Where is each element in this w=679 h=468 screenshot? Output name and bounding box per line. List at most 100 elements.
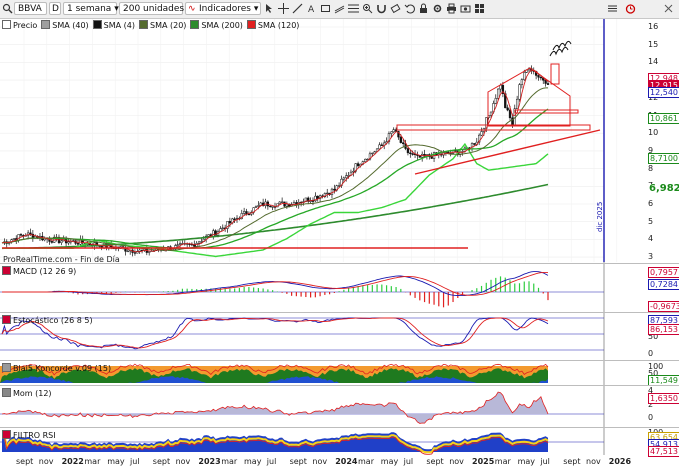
price-axis[interactable]: 16151413121110987654312,94812,91512,5401… (604, 19, 679, 262)
smoke (549, 40, 572, 57)
color-swatch (2, 20, 11, 29)
legend-item[interactable]: Precio (2, 20, 37, 31)
candle (406, 148, 410, 154)
panel-divider[interactable] (0, 385, 679, 386)
eraser-icon[interactable] (390, 3, 401, 14)
legend-item[interactable]: SMA (120) (246, 20, 300, 31)
time-axis[interactable]: sept nov 2022 mar may jul sept nov 2023 mar may jul… (0, 455, 631, 468)
mom-badge: 1,6350 (648, 393, 679, 404)
candle (176, 244, 179, 246)
settings-icon[interactable] (432, 3, 443, 14)
fibonacci-tool-icon[interactable] (348, 3, 359, 14)
channel-tool-icon[interactable] (334, 3, 345, 14)
candle (200, 241, 203, 243)
candle (378, 144, 381, 150)
legend-label: SMA (20) (149, 21, 187, 30)
konc-tick: 50 (648, 369, 659, 378)
legend-label: SMA (120) (257, 21, 300, 30)
search-icon[interactable] (2, 3, 13, 14)
koncorde-line (1, 363, 549, 376)
sma20-line (1, 87, 548, 252)
mom-tick: 4 (648, 386, 654, 395)
candle (546, 83, 550, 85)
symbol-selector[interactable]: BBVA (14, 2, 47, 15)
konc-legend: Blai5 Koncorde v.09 (15) (2, 363, 111, 373)
candle (326, 192, 329, 195)
time-tick: may (380, 457, 399, 466)
panel-divider[interactable] (0, 360, 679, 361)
signal-line (2, 271, 549, 296)
candle (496, 88, 500, 99)
chimney (550, 63, 560, 85)
time-tick: sept (563, 457, 581, 466)
text-tool-icon[interactable]: A (306, 3, 317, 14)
time-tick: 2026 (608, 457, 632, 466)
price-tick: 10 (648, 128, 659, 138)
legend-item[interactable]: SMA (40) (41, 20, 89, 31)
lock-icon[interactable] (418, 3, 429, 14)
color-swatch (2, 388, 11, 397)
candle (480, 131, 483, 136)
candle (311, 200, 315, 202)
candle (76, 243, 80, 245)
zoom-icon[interactable] (362, 3, 373, 14)
stoch-panel[interactable]: Estocástico (26 8 5) (0, 314, 604, 359)
candle (285, 203, 289, 207)
macd-panel[interactable]: MACD (12 26 9) (0, 265, 604, 311)
candle (473, 143, 476, 145)
konc-panel[interactable]: Blai5 Koncorde v.09 (15) (0, 362, 604, 384)
candle (520, 79, 524, 85)
candle (235, 217, 239, 220)
panel-divider[interactable] (0, 427, 679, 428)
candle (371, 152, 374, 155)
magnet-icon[interactable] (376, 3, 387, 14)
candle (347, 175, 350, 177)
legend-item[interactable]: SMA (200) (190, 20, 243, 31)
mom-legend-label: Mom (12) (13, 389, 52, 398)
price-badge: 10,861 (648, 113, 679, 124)
indicators-button[interactable]: ∿ Indicadores ▾ (185, 2, 261, 15)
price-tick: 4 (648, 234, 654, 244)
koncorde-green (0, 368, 548, 383)
color-swatch (246, 20, 256, 29)
time-tick: jul (130, 457, 140, 466)
time-tick: 2023 (198, 457, 221, 466)
sma40-line (1, 108, 549, 249)
rsi-panel[interactable]: FILTRO RSI (0, 429, 604, 455)
d-button[interactable]: D (49, 2, 61, 15)
panel-divider[interactable] (0, 312, 679, 313)
print-icon[interactable] (446, 3, 457, 14)
candle (221, 227, 224, 229)
legend-item[interactable]: SMA (4) (92, 20, 135, 31)
candle (26, 232, 30, 236)
alarm-icon[interactable] (625, 3, 636, 14)
screenshot-icon[interactable] (460, 3, 471, 14)
panel-divider[interactable] (0, 263, 679, 264)
crosshair-icon[interactable] (278, 3, 289, 14)
time-tick: jul (403, 457, 414, 466)
price-panel[interactable]: Precio SMA (40) SMA (4) SMA (20) SMA (200) SM… (0, 19, 604, 264)
candle (537, 75, 540, 78)
time-tick: jul (540, 457, 550, 466)
close-icon[interactable] (663, 3, 674, 14)
rectangle-tool-icon[interactable] (320, 3, 331, 14)
legend-item[interactable]: SMA (20) (138, 20, 187, 31)
color-swatch (92, 20, 102, 29)
price-tick: 16 (648, 22, 659, 31)
candle (380, 144, 383, 146)
chevron-down-icon: ▾ (114, 4, 119, 14)
candle (280, 201, 284, 203)
grid-icon[interactable] (474, 3, 485, 14)
line-tool-icon[interactable] (292, 3, 303, 14)
symbol-label: BBVA (18, 4, 42, 14)
macd-badge: 0,7284 (648, 279, 679, 290)
period-select[interactable]: 1 semana ▾ (63, 2, 119, 15)
candle (539, 76, 543, 79)
mom-panel[interactable]: Mom (12) (0, 387, 604, 426)
candle (387, 133, 391, 142)
undo-icon[interactable] (404, 3, 415, 14)
cursor-icon[interactable] (264, 3, 275, 14)
menu-icon[interactable] (607, 3, 618, 14)
candle (494, 98, 497, 104)
